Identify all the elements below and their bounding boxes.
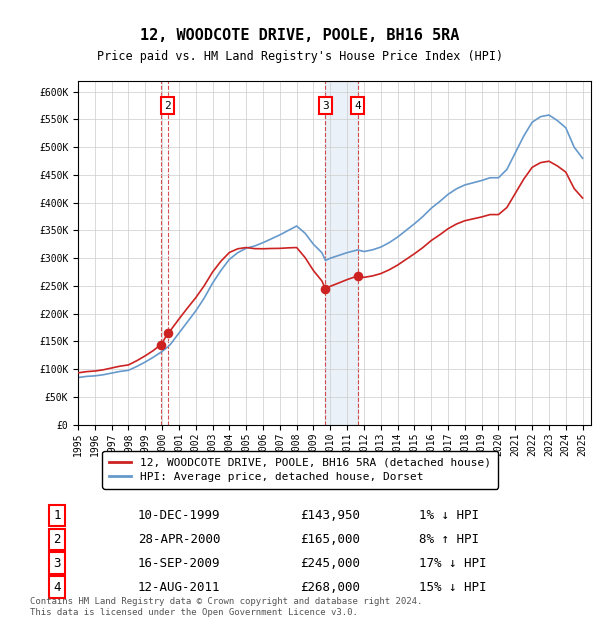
Text: 17% ↓ HPI: 17% ↓ HPI bbox=[419, 557, 487, 570]
Point bbox=[163, 328, 172, 338]
Point bbox=[320, 284, 330, 294]
Text: 4: 4 bbox=[354, 100, 361, 110]
Text: 3: 3 bbox=[322, 100, 329, 110]
Text: 15% ↓ HPI: 15% ↓ HPI bbox=[419, 581, 487, 593]
Text: 4: 4 bbox=[53, 581, 61, 593]
Text: 2: 2 bbox=[164, 100, 171, 110]
Text: £165,000: £165,000 bbox=[300, 533, 360, 546]
Text: 28-APR-2000: 28-APR-2000 bbox=[138, 533, 221, 546]
Text: 1: 1 bbox=[53, 509, 61, 522]
Text: 16-SEP-2009: 16-SEP-2009 bbox=[138, 557, 221, 570]
Text: £143,950: £143,950 bbox=[300, 509, 360, 522]
Text: 10-DEC-1999: 10-DEC-1999 bbox=[138, 509, 221, 522]
Text: 2: 2 bbox=[53, 533, 61, 546]
Legend: 12, WOODCOTE DRIVE, POOLE, BH16 5RA (detached house), HPI: Average price, detach: 12, WOODCOTE DRIVE, POOLE, BH16 5RA (det… bbox=[102, 451, 498, 489]
Text: 12, WOODCOTE DRIVE, POOLE, BH16 5RA: 12, WOODCOTE DRIVE, POOLE, BH16 5RA bbox=[140, 29, 460, 43]
Text: £245,000: £245,000 bbox=[300, 557, 360, 570]
Text: £268,000: £268,000 bbox=[300, 581, 360, 593]
Text: 3: 3 bbox=[53, 557, 61, 570]
Text: Price paid vs. HM Land Registry's House Price Index (HPI): Price paid vs. HM Land Registry's House … bbox=[97, 50, 503, 63]
Bar bbox=[325, 81, 358, 425]
Text: 1% ↓ HPI: 1% ↓ HPI bbox=[419, 509, 479, 522]
Text: Contains HM Land Registry data © Crown copyright and database right 2024.
This d: Contains HM Land Registry data © Crown c… bbox=[30, 598, 422, 617]
Point bbox=[157, 340, 166, 350]
Point bbox=[353, 271, 362, 281]
Text: 12-AUG-2011: 12-AUG-2011 bbox=[138, 581, 221, 593]
Text: 8% ↑ HPI: 8% ↑ HPI bbox=[419, 533, 479, 546]
